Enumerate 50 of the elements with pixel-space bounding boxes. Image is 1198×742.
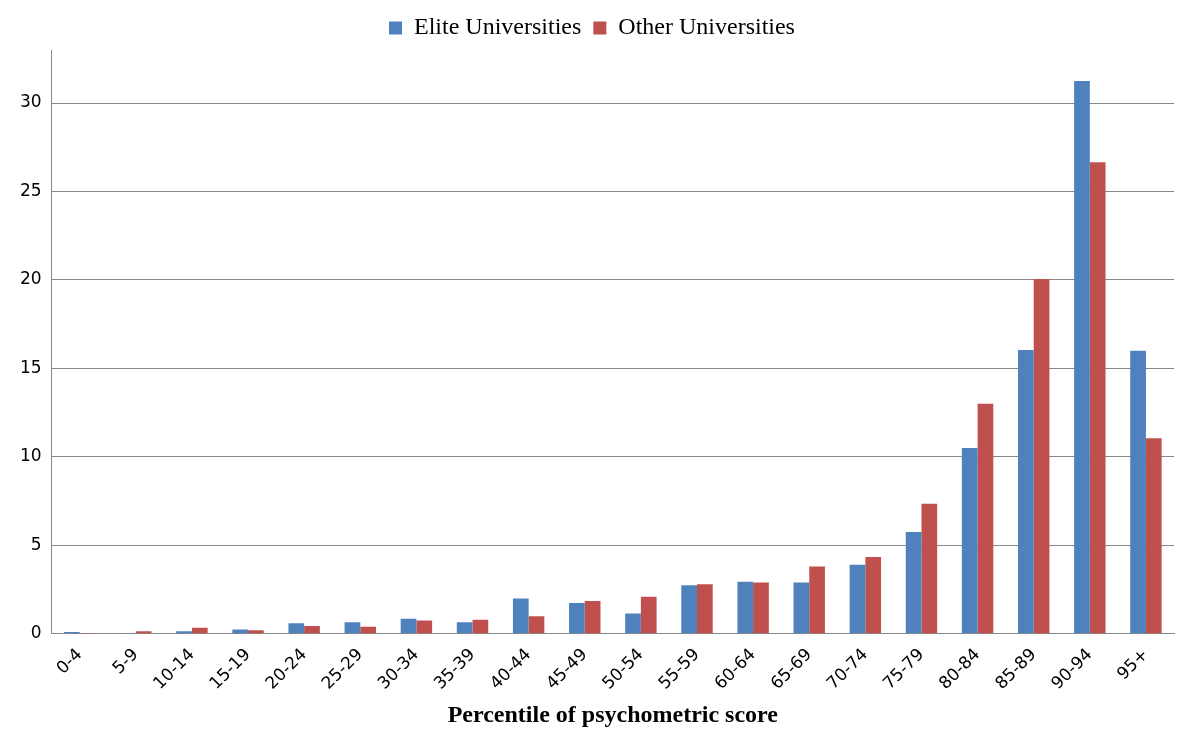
x-tick-label: 95+: [1112, 643, 1152, 684]
bar: [360, 626, 376, 634]
bar: [849, 564, 866, 634]
bar: [232, 629, 249, 634]
y-tick-label: 5: [30, 533, 42, 554]
bar: [528, 616, 545, 634]
bar: [1074, 80, 1090, 634]
bar: [809, 566, 825, 634]
bar: [681, 585, 697, 634]
legend-label: Other Universities: [618, 13, 795, 40]
bar: [640, 596, 657, 634]
bar: [569, 602, 585, 634]
x-tick-label: 5-9: [107, 643, 142, 678]
y-tick-label: 30: [19, 91, 42, 112]
bar: [1130, 350, 1146, 634]
y-tick-label: 20: [19, 268, 42, 289]
bar: [248, 630, 264, 634]
y-tick-label: 10: [19, 445, 42, 466]
bar: [905, 532, 922, 634]
bar: [1017, 349, 1034, 634]
bar: [456, 622, 473, 634]
bar: [737, 581, 754, 634]
y-tick-label: 15: [19, 356, 42, 377]
bar: [696, 584, 713, 634]
bar: [472, 619, 489, 634]
bar: [865, 556, 882, 634]
bar: [753, 582, 769, 634]
legend-label: Elite Universities: [414, 13, 582, 40]
bar: [135, 631, 152, 634]
bar: [191, 627, 208, 634]
bar: [921, 503, 938, 634]
bar: [793, 582, 810, 634]
bar: [977, 403, 994, 634]
bar: [584, 601, 601, 634]
x-tick-label: 0-4: [51, 643, 86, 678]
bar: [344, 622, 361, 634]
bar: [625, 613, 641, 634]
bar: [512, 598, 529, 634]
bar: [1089, 162, 1106, 634]
bar: [961, 448, 978, 634]
bar: [176, 631, 192, 634]
bar: [304, 625, 320, 634]
bar: [416, 620, 433, 634]
bar: [288, 623, 305, 634]
bar: [1033, 279, 1050, 634]
bar: [400, 618, 417, 634]
y-tick-label: 25: [19, 179, 42, 200]
x-axis-title: Percentile of psychometric score: [447, 700, 779, 727]
y-tick-label: 0: [30, 622, 42, 643]
bar: [1145, 438, 1162, 634]
